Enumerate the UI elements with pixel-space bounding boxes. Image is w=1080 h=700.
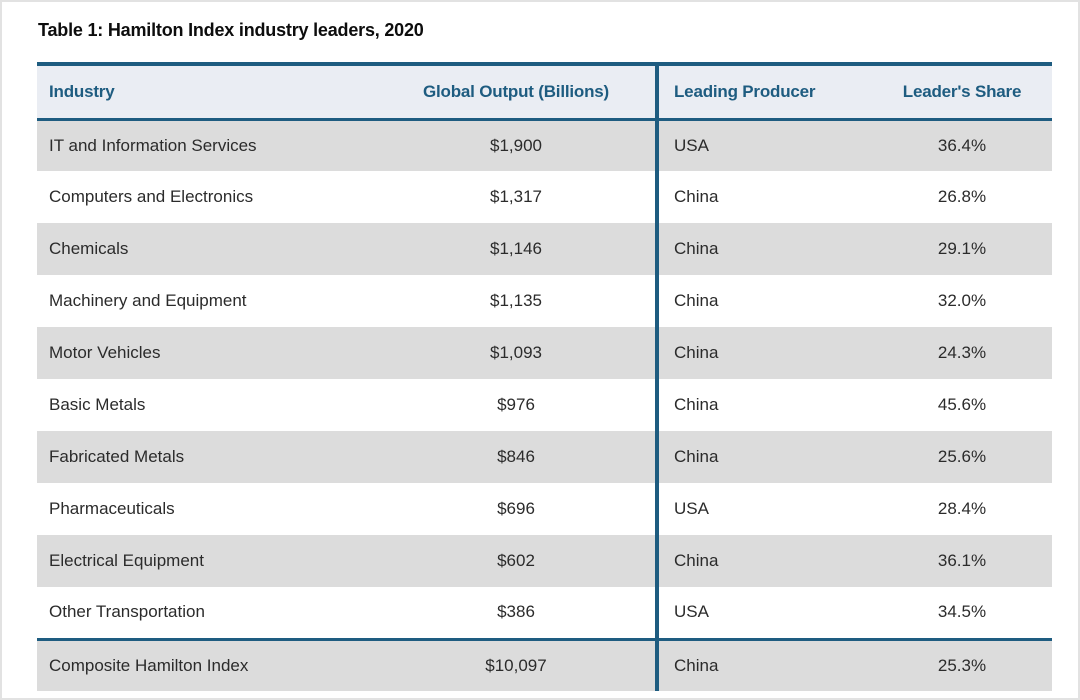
cell-share: 25.3% — [872, 637, 1052, 691]
cell-industry: Basic Metals — [37, 379, 377, 431]
cell-share: 45.6% — [872, 379, 1052, 431]
table-row: Fabricated Metals $846 China 25.6% — [37, 431, 1052, 483]
cell-share: 26.8% — [872, 171, 1052, 223]
cell-share: 25.6% — [872, 431, 1052, 483]
table-row: Basic Metals $976 China 45.6% — [37, 379, 1052, 431]
cell-producer: China — [655, 379, 872, 431]
cell-output: $1,135 — [377, 275, 657, 327]
cell-industry: Motor Vehicles — [37, 327, 377, 379]
cell-output: $1,900 — [377, 119, 657, 171]
cell-industry: Composite Hamilton Index — [37, 637, 377, 691]
table-row: Electrical Equipment $602 China 36.1% — [37, 535, 1052, 587]
cell-output: $976 — [377, 379, 657, 431]
column-header-leader-s-share: Leader's Share — [872, 62, 1052, 121]
cell-share: 29.1% — [872, 223, 1052, 275]
cell-share: 36.1% — [872, 535, 1052, 587]
cell-producer: USA — [655, 483, 872, 535]
cell-share: 34.5% — [872, 587, 1052, 639]
cell-output: $386 — [377, 587, 657, 639]
cell-industry: Machinery and Equipment — [37, 275, 377, 327]
table-row: IT and Information Services $1,900 USA 36.4… — [37, 119, 1052, 171]
cell-share: 32.0% — [872, 275, 1052, 327]
cell-output: $1,093 — [377, 327, 657, 379]
cell-output: $846 — [377, 431, 657, 483]
cell-industry: Other Transportation — [37, 587, 377, 639]
composite-row: Composite Hamilton Index $10,097 China 25.3… — [37, 637, 1052, 691]
cell-producer: China — [655, 431, 872, 483]
cell-producer: China — [655, 327, 872, 379]
cell-output: $10,097 — [377, 637, 657, 691]
header-row: Industry Global Output (Billions) Leading … — [37, 62, 1052, 121]
table-row: Chemicals $1,146 China 29.1% — [37, 223, 1052, 275]
cell-share: 36.4% — [872, 119, 1052, 171]
cell-industry: IT and Information Services — [37, 119, 377, 171]
table-row: Motor Vehicles $1,093 China 24.3% — [37, 327, 1052, 379]
cell-producer: USA — [655, 119, 872, 171]
cell-producer: China — [655, 223, 872, 275]
table-row: Machinery and Equipment $1,135 China 32.0% — [37, 275, 1052, 327]
table-row: Pharmaceuticals $696 USA 28.4% — [37, 483, 1052, 535]
column-header-leading-producer: Leading Producer — [655, 62, 872, 121]
table-row: Computers and Electronics $1,317 China 26.8… — [37, 171, 1052, 223]
cell-share: 24.3% — [872, 327, 1052, 379]
cell-producer: China — [655, 275, 872, 327]
cell-output: $696 — [377, 483, 657, 535]
table-title: Table 1: Hamilton Index industry leaders… — [38, 20, 424, 40]
cell-output: $1,146 — [377, 223, 657, 275]
cell-industry: Fabricated Metals — [37, 431, 377, 483]
cell-industry: Pharmaceuticals — [37, 483, 377, 535]
cell-producer: China — [655, 637, 872, 691]
table-row: Other Transportation $386 USA 34.5% — [37, 587, 1052, 639]
cell-output: $602 — [377, 535, 657, 587]
cell-producer: USA — [655, 587, 872, 639]
cell-output: $1,317 — [377, 171, 657, 223]
cell-industry: Electrical Equipment — [37, 535, 377, 587]
table-body: IT and Information Services $1,900 USA 36.4… — [37, 119, 1052, 691]
hamilton-index-table: Industry Global Output (Billions) Leading … — [37, 62, 1052, 691]
column-header-industry: Industry — [37, 62, 377, 121]
cell-industry: Computers and Electronics — [37, 171, 377, 223]
cell-share: 28.4% — [872, 483, 1052, 535]
cell-producer: China — [655, 535, 872, 587]
cell-industry: Chemicals — [37, 223, 377, 275]
column-header-global-output-billions: Global Output (Billions) — [377, 62, 657, 121]
cell-producer: China — [655, 171, 872, 223]
